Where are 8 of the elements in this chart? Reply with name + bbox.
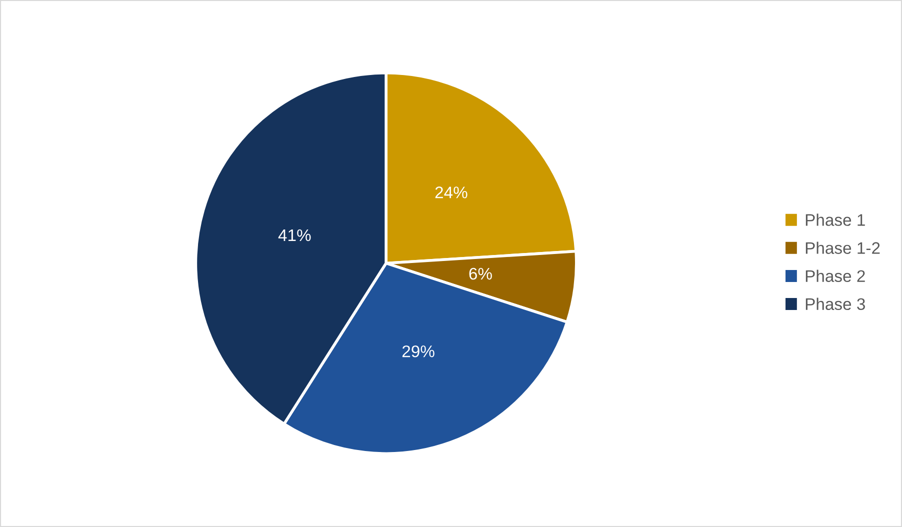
data-label: 24% [435, 186, 468, 198]
legend-label: Phase 2 [806, 270, 865, 282]
legend-label: Phase 3 [806, 298, 865, 310]
data-label: 29% [402, 345, 434, 358]
legend-label: Phase 1-2 [806, 242, 880, 254]
legend-label: Phase 1 [806, 214, 865, 226]
data-label: 6% [469, 268, 492, 280]
data-label: 41% [278, 229, 311, 242]
